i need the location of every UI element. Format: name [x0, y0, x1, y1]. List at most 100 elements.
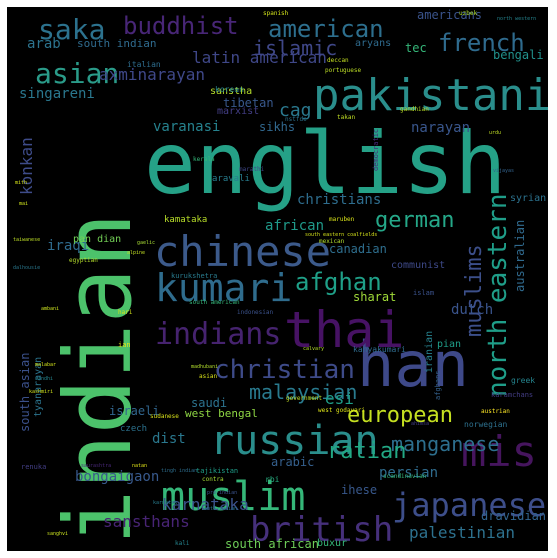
word-portuguese: portuguese — [325, 67, 362, 74]
word-french: french — [438, 29, 525, 57]
word-karnatak: karnatak — [153, 500, 178, 506]
word-maruben: maruben — [329, 216, 355, 223]
word-pre-indian: pre-indian — [207, 490, 238, 496]
word-dalhousie: dalhousie — [13, 265, 41, 271]
word-persian: persian — [379, 465, 439, 481]
word-thai: thai — [284, 301, 405, 359]
word-pian: pian — [437, 339, 462, 350]
word-kumari: kumari — [155, 266, 293, 310]
word-pakistani: pakistani — [313, 70, 548, 121]
word-czech: czech — [120, 424, 148, 434]
word-tajikistan: tajikistan — [196, 467, 239, 475]
word-asian-small: asian — [199, 373, 218, 380]
word-saudi: saudi — [191, 396, 228, 410]
word-vijayas: vijayas — [493, 168, 515, 174]
word-australian: australian — [513, 219, 527, 292]
word-sansthans: sansthans — [103, 512, 190, 531]
word-scandinavian: scandinavian — [383, 473, 427, 480]
word-anti-indian: anti-indian — [204, 506, 238, 512]
word-asian: asian — [35, 57, 120, 90]
word-spanish: spanish — [263, 10, 289, 17]
word-singareni: singareni — [19, 86, 95, 102]
word-christian: christian — [214, 355, 355, 385]
word-malabar: malabar — [35, 362, 57, 368]
word-christians: christians — [297, 192, 382, 208]
word-norwegian: norwegian — [464, 420, 508, 429]
word-dravidian: dravidian — [481, 509, 547, 523]
word-esi: esi — [325, 389, 354, 408]
word-indian: indian — [45, 212, 152, 545]
word-uzbek: uzbek — [459, 10, 478, 17]
word-south-african: south african — [225, 537, 319, 551]
word-han: han — [357, 328, 469, 401]
word-canadian: canadian — [329, 242, 387, 256]
word-west-bengal: west bengal — [185, 407, 258, 420]
word-sanstha: sanstha — [210, 86, 253, 97]
word-russian: russian — [210, 418, 379, 464]
word-african: african — [265, 218, 325, 234]
word-ihese: ihese — [341, 483, 378, 497]
word-north-eastern: north eastern — [483, 193, 513, 398]
word-ambani: ambani — [41, 306, 60, 312]
word-karamchans: karamchans — [491, 391, 534, 399]
word-renuka: renuka — [21, 463, 47, 471]
word-gaelic: gaelic — [137, 240, 156, 246]
word-manganese: manganese — [391, 432, 500, 456]
word-arabic: arabic — [271, 455, 315, 469]
word-takan: takan — [337, 114, 356, 121]
word-ratian: ratian — [327, 439, 407, 464]
word-sanghvi: sanghvi — [47, 531, 69, 537]
word-iraqi: iraqi — [47, 238, 90, 254]
word-hari: hari — [118, 309, 133, 316]
word-saka: saka — [38, 13, 106, 46]
word-marathi: marathi — [239, 166, 265, 173]
word-varanasi: varanasi — [153, 119, 221, 135]
word-american: american — [268, 15, 384, 43]
word-cloud-canvas: english indian pakistani han thai chines… — [7, 7, 548, 551]
word-calvary: calvary — [303, 346, 325, 352]
word-egyptian: egyptian — [69, 257, 98, 264]
word-islam: islam — [413, 289, 435, 297]
word-deccan: deccan — [327, 57, 349, 64]
word-mith: mith — [15, 180, 28, 186]
word-north-western: north western — [497, 16, 537, 22]
word-kali: kali — [175, 540, 190, 547]
word-dist: dist — [152, 431, 186, 447]
word-japanese: japanese — [392, 486, 547, 524]
word-bongaigaon: bongaigaon — [75, 469, 160, 485]
word-muslim: muslim — [161, 474, 306, 520]
word-kamataka: kamataka — [164, 215, 208, 225]
word-gandhian: gandhian — [400, 106, 429, 113]
word-ian: ian — [118, 341, 131, 349]
word-south-american: south american — [189, 299, 240, 306]
word-natan: natan — [132, 463, 148, 469]
word-buddhist: buddhist — [123, 12, 239, 40]
word-konkan: konkan — [17, 137, 36, 195]
word-contra: contra — [202, 476, 224, 483]
word-saurashtra: saurashtra — [81, 463, 112, 469]
word-ahimsa: ahimsa — [411, 421, 430, 427]
word-alpine: alpine — [127, 250, 146, 256]
word-greek: greek — [511, 376, 536, 385]
word-buxur: buxur — [317, 538, 348, 549]
word-kanyakumari: kanyakumari — [353, 345, 406, 354]
word-iranian: iranian — [424, 330, 435, 373]
word-karnataka: karnataka — [162, 495, 249, 514]
word-pan-dian: pan dian — [73, 234, 122, 245]
word-south-indian: south indian — [77, 37, 157, 50]
word-nstfdc: nstfdc — [285, 116, 307, 123]
word-islamic: islamic — [253, 36, 338, 60]
word-axminarayan: axminarayan — [99, 65, 205, 84]
word-marxist: marxist — [217, 106, 260, 117]
word-cag: cag — [279, 100, 312, 121]
word-west-godavari: west godavari — [318, 407, 365, 414]
word-sharat: sharat — [353, 290, 397, 304]
word-sikhs: sikhs — [259, 120, 296, 134]
word-urdu: urdu — [489, 130, 502, 136]
word-taiwanese: taiwanese — [13, 237, 41, 243]
word-kurukshetra: kurukshetra — [171, 272, 218, 280]
word-south-eastern-coalfields: south eastern coalfields — [305, 232, 378, 238]
word-mai: mai — [19, 201, 29, 207]
word-british: british — [250, 510, 394, 550]
